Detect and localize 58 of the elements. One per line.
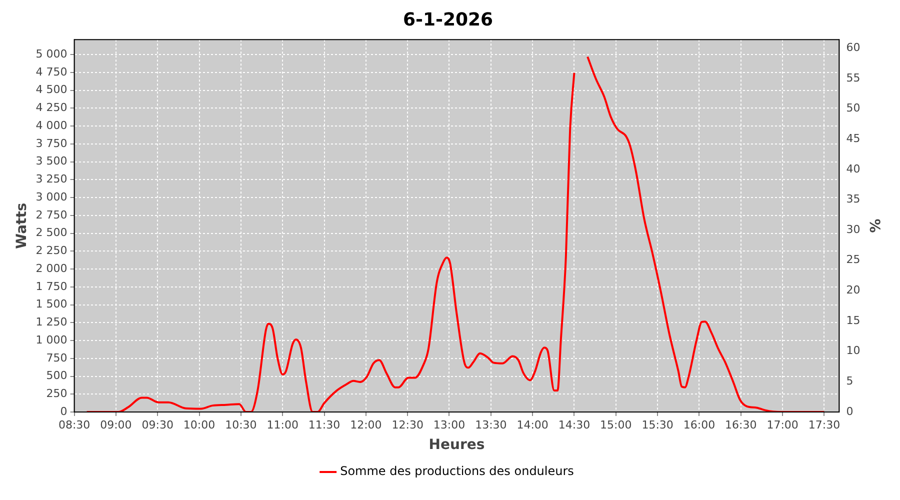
- x-tick-label: 12:30: [392, 418, 424, 432]
- y-tick-label: 4 750: [36, 65, 68, 78]
- y-axis-title: Watts: [14, 202, 30, 249]
- x-tick-label: 13:00: [433, 418, 466, 432]
- x-tick-label: 10:00: [183, 418, 216, 432]
- x-tick-label: 11:30: [308, 418, 340, 432]
- x-axis-title: Heures: [428, 437, 485, 454]
- legend-label: Somme des productions des onduleurs: [340, 464, 574, 478]
- x-tick-label: 15:30: [642, 418, 674, 432]
- y-tick-label: 2 750: [36, 208, 68, 222]
- y-tick-label: 4 000: [36, 118, 68, 132]
- x-tick-label: 11:00: [266, 418, 298, 432]
- y2-tick-label: 50: [846, 102, 860, 115]
- y2-tick-label: 10: [846, 344, 860, 358]
- x-tick-label: 09:00: [100, 418, 132, 432]
- y-tick-label: 2 250: [36, 244, 68, 258]
- x-tick-label: 13:30: [475, 418, 507, 432]
- y2-axis-title: %: [866, 218, 882, 233]
- x-tick-label: 15:00: [600, 418, 632, 432]
- x-tick-label: 14:30: [558, 418, 590, 432]
- y-tick-label: 750: [46, 351, 68, 364]
- y2-tick-label: 30: [846, 222, 860, 236]
- y-tick-label: 1 000: [36, 333, 68, 346]
- x-tick-label: 08:30: [58, 418, 90, 432]
- y-tick-label: 1 500: [36, 298, 68, 311]
- y-tick-label: 5 000: [36, 47, 68, 60]
- y2-tick-label: 35: [846, 192, 860, 206]
- y2-tick-label: 20: [846, 284, 860, 297]
- y-tick-label: 1 250: [36, 316, 68, 329]
- y-tick-label: 2 000: [36, 262, 68, 275]
- y-tick-label: 1 750: [36, 280, 68, 293]
- y2-tick-label: 55: [846, 71, 860, 84]
- y2-tick-label: 60: [846, 40, 860, 54]
- x-tick-label: 09:30: [142, 418, 174, 432]
- x-tick-label: 10:30: [225, 418, 257, 432]
- y2-tick-label: 5: [846, 374, 854, 388]
- y-tick-label: 250: [46, 386, 68, 400]
- y-tick-label: 0: [60, 404, 68, 418]
- x-tick-label: 16:00: [683, 418, 716, 432]
- y-tick-label: 3 750: [36, 136, 68, 150]
- y-tick-label: 3 000: [36, 190, 68, 204]
- x-tick-label: 16:30: [725, 418, 757, 432]
- y2-tick-label: 40: [846, 162, 860, 176]
- y2-tick-label: 0: [846, 404, 854, 418]
- y-tick-label: 2 500: [36, 226, 68, 240]
- y-tick-label: 4 500: [36, 83, 68, 96]
- x-tick-label: 17:30: [808, 418, 840, 432]
- x-tick-label: 17:00: [766, 418, 798, 432]
- y2-tick-label: 45: [846, 132, 860, 145]
- y-tick-label: 500: [46, 369, 68, 382]
- y-tick-label: 3 250: [36, 172, 68, 186]
- y2-tick-label: 25: [846, 253, 860, 266]
- y-tick-label: 3 500: [36, 154, 68, 168]
- chart-title: 6-1-2026: [402, 9, 494, 30]
- x-tick-label: 14:00: [516, 418, 548, 432]
- y2-tick-label: 15: [846, 314, 860, 327]
- x-tick-label: 12:00: [350, 418, 382, 432]
- y-tick-label: 4 250: [36, 101, 68, 114]
